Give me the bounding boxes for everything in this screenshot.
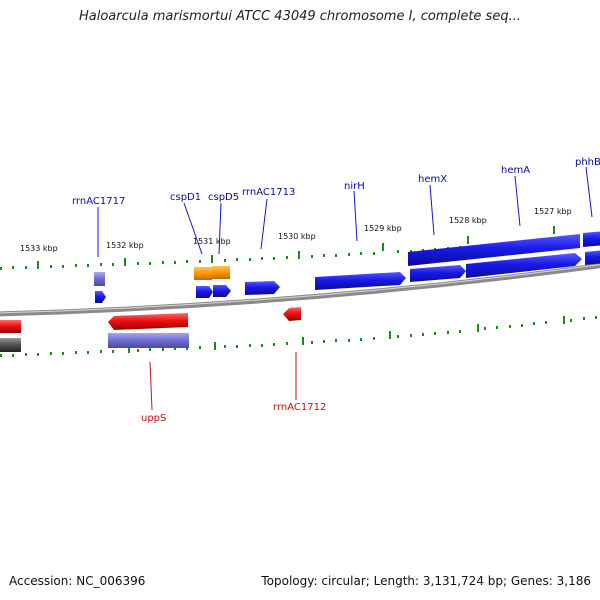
hemA-gene[interactable] [466, 253, 582, 278]
reverse-gene-edge[interactable] [0, 320, 21, 333]
rrnAC1717-rna-feature[interactable] [94, 272, 105, 286]
kbp-scale: 1533 kbp 1532 kbp 1531 kbp 1530 kbp 1529… [20, 207, 572, 253]
label-uppS[interactable]: uppS [141, 413, 166, 424]
backbone-highlight [0, 264, 600, 314]
label-rrnAC1712[interactable]: rrnAC1712 [273, 402, 326, 413]
reverse-label-leaders [149, 352, 297, 411]
phhB-gene-inner[interactable] [585, 250, 600, 265]
label-hemA[interactable]: hemA [501, 165, 530, 176]
label-phhB[interactable]: phhB [575, 157, 600, 168]
uppS-rna-feature[interactable] [108, 333, 189, 348]
topology-text: Topology: circular; Length: 3,131,724 bp… [261, 574, 591, 588]
accession-text: Accession: NC_006396 [9, 574, 146, 588]
nirH-gene[interactable] [315, 272, 406, 290]
inner-tick-ring [0, 316, 597, 357]
map-title: Haloarcula marismortui ATCC 43049 chromo… [79, 9, 521, 24]
cspD-orange-feature-2[interactable] [212, 266, 230, 279]
kbp-label-1528: 1528 kbp [449, 216, 487, 225]
cspD5-gene[interactable] [213, 285, 231, 297]
label-leaders [97, 166, 593, 257]
kbp-label-1530: 1530 kbp [278, 232, 316, 241]
kbp-label-1531: 1531 kbp [193, 237, 231, 246]
rrnAC1713-gene[interactable] [245, 281, 280, 295]
kbp-label-1529: 1529 kbp [364, 224, 402, 233]
label-rrnAC1717[interactable]: rrnAC1717 [72, 196, 125, 207]
kbp-label-1533: 1533 kbp [20, 244, 58, 253]
gene-arrow-small-1[interactable] [95, 291, 106, 303]
forward-strand-genes [94, 231, 600, 303]
uppS-gene[interactable] [108, 313, 188, 330]
kbp-label-1527: 1527 kbp [534, 207, 572, 216]
label-nirH[interactable]: nirH [344, 181, 365, 192]
label-rrnAC1713[interactable]: rrnAC1713 [242, 187, 295, 198]
hemX-gene[interactable] [408, 234, 580, 266]
label-cspD5[interactable]: cspD5 [208, 192, 239, 203]
gray-gene-edge[interactable] [0, 338, 21, 352]
kbp-label-1532: 1532 kbp [106, 241, 144, 250]
gene-labels: rrnAC1717 cspD1 cspD5 rrnAC1713 nirH hem… [72, 157, 600, 424]
label-hemX[interactable]: hemX [418, 174, 447, 185]
reverse-strand-genes [0, 307, 301, 352]
cspD1-gene[interactable] [196, 286, 213, 298]
rrnAC1712-gene[interactable] [283, 307, 301, 321]
label-cspD1[interactable]: cspD1 [170, 192, 201, 203]
cspD-orange-feature-1[interactable] [194, 267, 212, 280]
phhB-gene[interactable] [583, 231, 600, 247]
genome-backbone [0, 263, 600, 317]
hemX-gene-inner[interactable] [410, 265, 466, 282]
